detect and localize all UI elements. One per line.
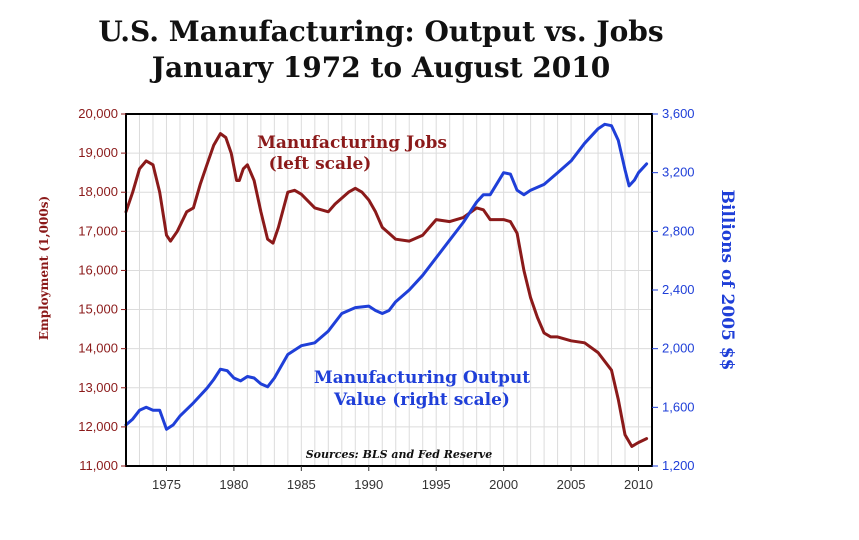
- source-note: Sources: BLS and Fed Reserve: [306, 448, 493, 461]
- jobs-series-label-line2: (left scale): [269, 154, 372, 174]
- y-left-tick-label: 20,000: [78, 106, 118, 121]
- y-left-tick-label: 19,000: [78, 145, 118, 160]
- y-axis-left-label: Employment (1,000s): [37, 196, 51, 340]
- y-left-tick-label: 13,000: [78, 380, 118, 395]
- axes: 1975 1980 1985 1990 1995 2000 2005 2010 11,000 12…: [78, 106, 694, 492]
- y-right-tick-label: 3,200: [662, 165, 695, 180]
- y-right-tick-label: 2,800: [662, 223, 695, 238]
- x-tick-label: 2005: [557, 477, 586, 492]
- series-layer: [124, 122, 649, 448]
- y-left-tick-label: 15,000: [78, 302, 118, 317]
- output-series-label-line2: Value (right scale): [333, 390, 510, 410]
- y-left-tick-label: 11,000: [79, 458, 118, 473]
- y-left-tick-label: 17,000: [78, 223, 118, 238]
- x-tick-label: 2010: [624, 477, 653, 492]
- jobs-series-line: [124, 132, 649, 448]
- chart-title: U.S. Manufacturing: Output vs. Jobs: [98, 15, 664, 48]
- x-tick-label: 1975: [152, 477, 181, 492]
- chart-subtitle: January 1972 to August 2010: [151, 51, 611, 84]
- x-tick-label: 1995: [422, 477, 451, 492]
- x-tick-label: 1980: [219, 477, 248, 492]
- output-series-label-line1: Manufacturing Output: [314, 368, 530, 388]
- grid: [125, 113, 653, 467]
- x-tick-label: 2000: [489, 477, 518, 492]
- y-axis-right-label: Billions of 2005 $$: [717, 190, 737, 371]
- y-right-tick-label: 2,000: [662, 341, 695, 356]
- y-left-tick-label: 18,000: [78, 184, 118, 199]
- y-left-tick-label: 14,000: [78, 341, 118, 356]
- output-series-line: [124, 122, 649, 431]
- y-left-tick-label: 16,000: [78, 262, 118, 277]
- y-right-tick-label: 1,200: [662, 458, 695, 473]
- plot-background: [126, 114, 652, 466]
- y-right-tick-label: 3,600: [662, 106, 695, 121]
- y-right-tick-label: 2,400: [662, 282, 695, 297]
- x-tick-label: 1990: [354, 477, 383, 492]
- y-left-tick-label: 12,000: [78, 419, 118, 434]
- x-tick-label: 1985: [287, 477, 316, 492]
- chart-title-block: U.S. Manufacturing: Output vs. Jobs Janu…: [0, 14, 762, 86]
- y-right-tick-label: 1,600: [662, 399, 695, 414]
- jobs-series-label-line1: Manufacturing Jobs: [257, 133, 447, 153]
